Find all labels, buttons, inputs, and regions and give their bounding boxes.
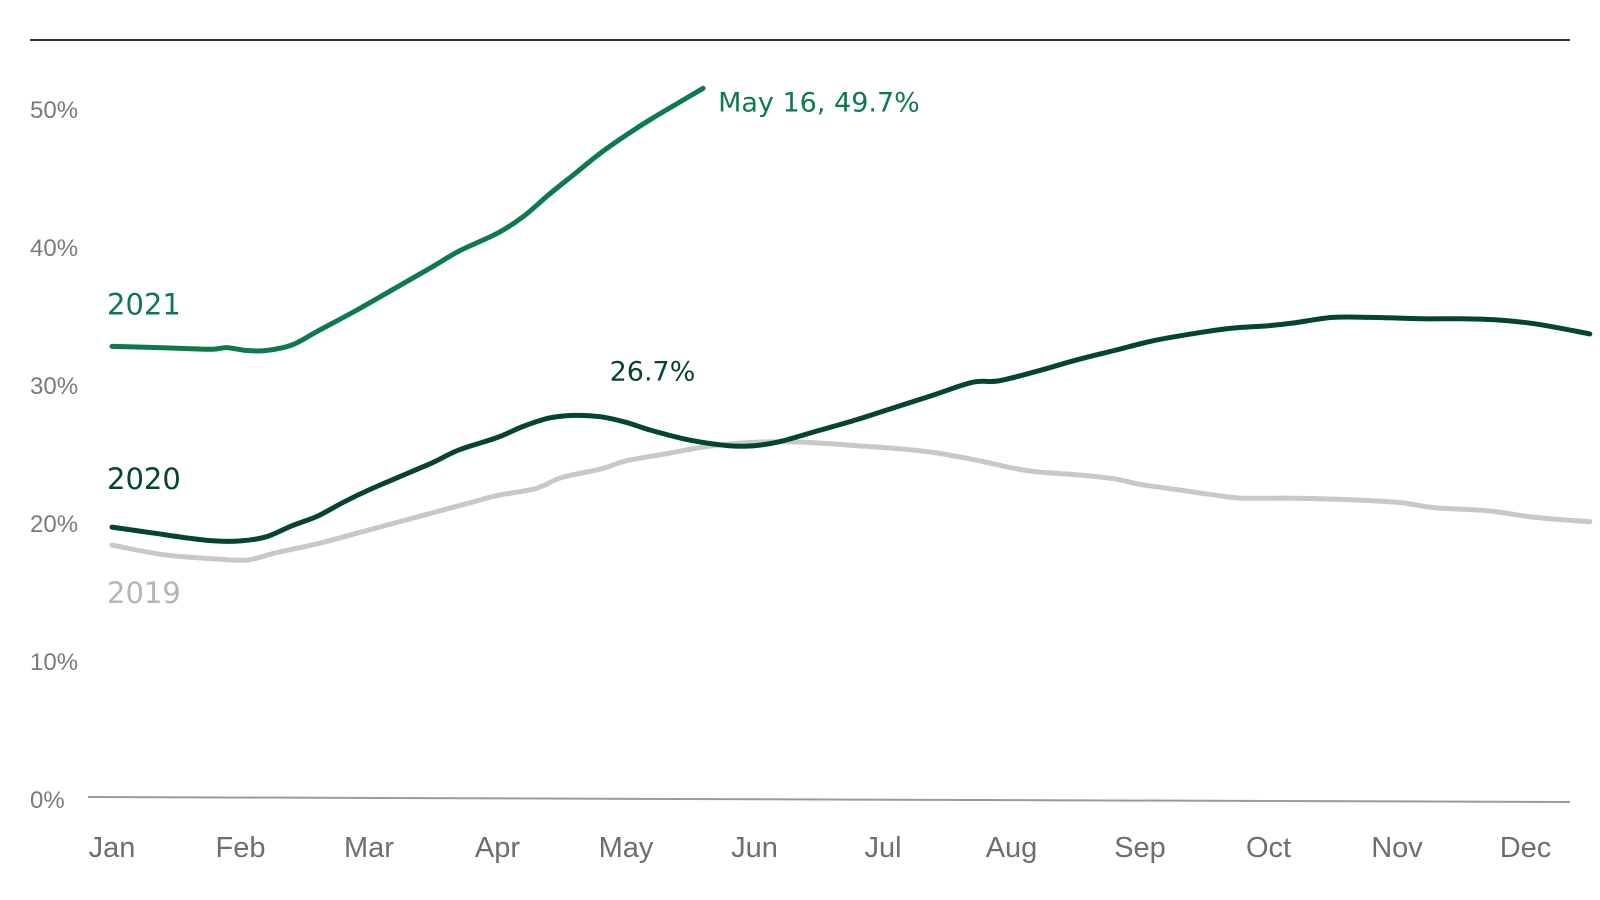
series-label-2020: 2020 xyxy=(107,462,181,496)
series-labels: 2019 2020 2021 xyxy=(107,287,181,610)
series-label-2019: 2019 xyxy=(107,576,181,610)
y-tick-label: 10% xyxy=(30,649,78,676)
annotation-label: 26.7% xyxy=(610,356,696,387)
x-tick-label: Nov xyxy=(1371,832,1423,864)
y-tick-label: 0% xyxy=(30,787,65,814)
x-tick-label: Aug xyxy=(986,832,1038,864)
x-tick-label: Oct xyxy=(1246,832,1291,864)
y-tick-label: 30% xyxy=(30,373,78,400)
x-tick-label: Jul xyxy=(864,832,901,864)
series-lines xyxy=(109,85,1593,563)
series-label-2021: 2021 xyxy=(107,287,181,321)
y-tick-label: 50% xyxy=(30,97,78,124)
y-axis-tick-labels: 0% 10% 20% 30% 40% 50% xyxy=(30,97,78,814)
y-tick-label: 20% xyxy=(30,511,78,538)
annotations: May 16, 49.7% 26.7% xyxy=(610,87,920,387)
annotation-label: May 16, 49.7% xyxy=(718,87,920,118)
x-axis-tick-labels: Jan Feb Mar Apr May Jun Jul Aug Sep Oct Nov Dec xyxy=(89,832,1552,864)
x-tick-label: Apr xyxy=(475,832,520,864)
x-tick-label: Mar xyxy=(344,832,394,864)
x-tick-label: Sep xyxy=(1114,832,1166,864)
y-tick-label: 40% xyxy=(30,235,78,262)
series-line-2020 xyxy=(109,314,1593,544)
x-tick-label: Dec xyxy=(1500,832,1552,864)
series-line-2019 xyxy=(109,439,1593,563)
x-tick-label: May xyxy=(599,832,654,864)
x-tick-label: Feb xyxy=(216,832,266,864)
series-line-2021 xyxy=(109,85,706,354)
x-tick-label: Jun xyxy=(731,832,778,864)
x-tick-label: Jan xyxy=(89,832,136,864)
x-axis-baseline xyxy=(87,796,1571,803)
